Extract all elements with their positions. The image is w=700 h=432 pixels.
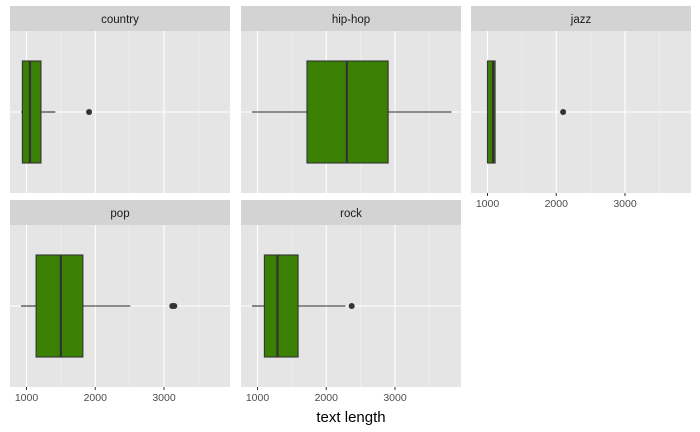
panels-layer: country hip-hop jazz 1000 2000 3000 pop 1000 200…: [10, 6, 691, 404]
outlier-point: [171, 303, 178, 309]
x-tick-label: 1000: [15, 392, 39, 404]
facet-strip: [10, 200, 230, 225]
x-tick-label: 1000: [246, 392, 270, 404]
facet-panel-jazz: jazz 1000 2000 3000: [471, 6, 691, 210]
x-tick-label: 3000: [383, 392, 407, 404]
facet-strip: [241, 200, 461, 225]
outlier-point: [560, 109, 567, 115]
facet-panel-pop: pop 1000 2000 3000: [10, 200, 230, 404]
facet-strip-label: pop: [110, 208, 129, 220]
facet-strip: [471, 6, 691, 31]
x-tick-label: 3000: [613, 198, 637, 210]
facet-panel-hip-hop: hip-hop: [241, 6, 461, 193]
x-tick-label: 1000: [476, 198, 500, 210]
facet-strip-label: country: [101, 14, 139, 26]
iqr-box: [486, 60, 496, 164]
outlier-point: [348, 303, 355, 309]
facet-strip: [10, 6, 230, 31]
facet-panel-country: country: [10, 6, 230, 193]
facet-strip-label: rock: [340, 208, 362, 220]
facet-strip-label: jazz: [570, 14, 592, 26]
facet-strip: [241, 6, 461, 31]
x-tick-label: 3000: [152, 392, 176, 404]
facet-strip-label: hip-hop: [332, 14, 370, 26]
iqr-box: [263, 254, 299, 358]
x-tick-label: 2000: [545, 198, 569, 210]
outlier-point: [86, 109, 93, 115]
x-tick-label: 2000: [315, 392, 339, 404]
x-axis-title: text length: [316, 409, 385, 426]
iqr-box: [21, 60, 42, 164]
iqr-box: [35, 254, 84, 358]
facet-panel-rock: rock 1000 2000 3000: [241, 200, 461, 404]
x-tick-label: 2000: [84, 392, 108, 404]
